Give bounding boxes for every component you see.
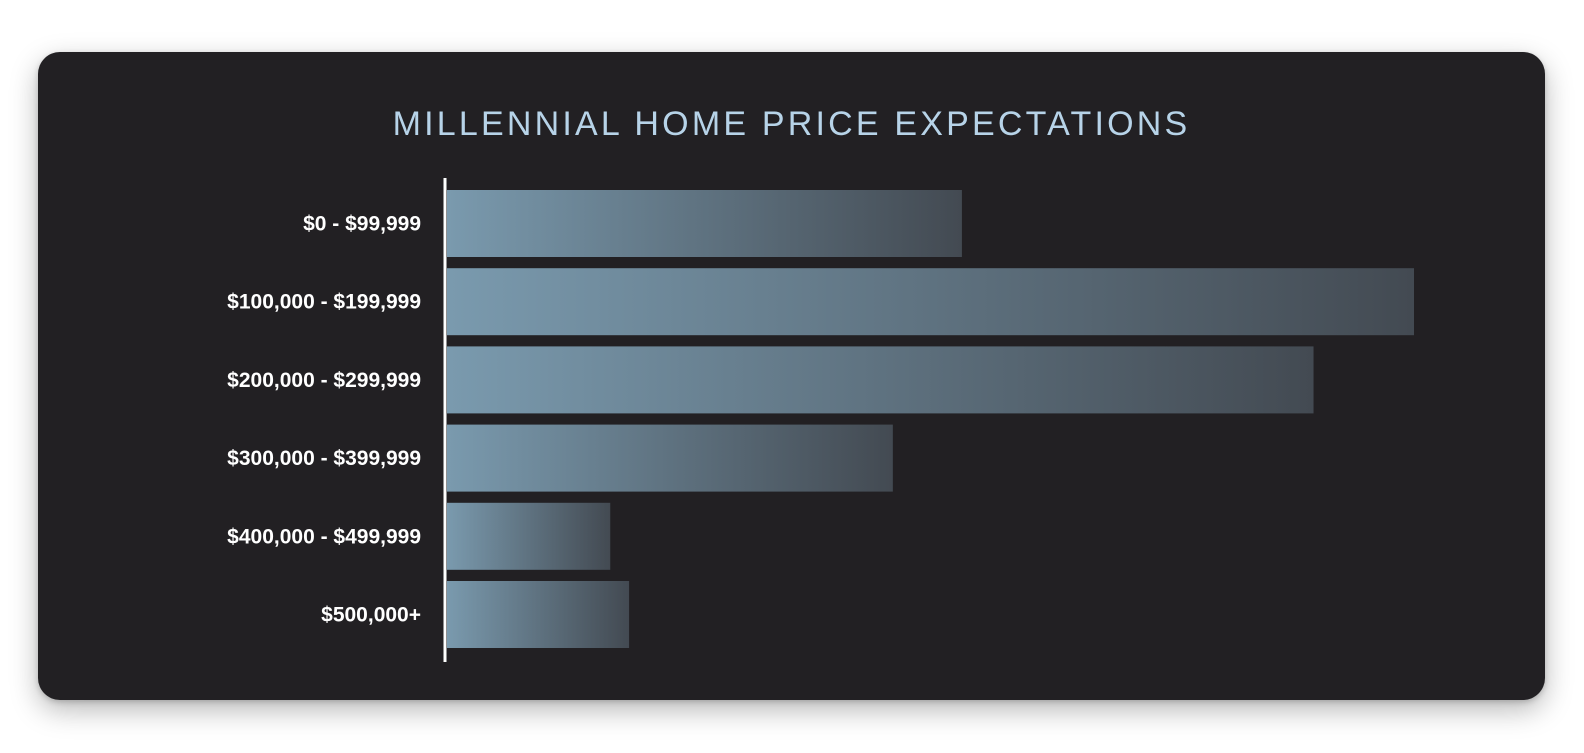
bar-chart: $0 - $99,999 $100,000 - $199,999 $200,000 … — [227, 178, 1414, 662]
chart-card: MILLENNIAL HOME PRICE EXPECTATIONS $0 - … — [38, 52, 1545, 700]
category-labels-group: $0 - $99,999 $100,000 - $199,999 $200,000 … — [227, 213, 421, 627]
category-label: $300,000 - $399,999 — [227, 447, 421, 470]
category-label: $0 - $99,999 — [303, 213, 421, 236]
bar-1 — [447, 268, 1414, 336]
bar-4 — [447, 502, 611, 570]
chart-title: MILLENNIAL HOME PRICE EXPECTATIONS — [392, 105, 1191, 143]
bar-3 — [447, 424, 893, 492]
category-label: $200,000 - $299,999 — [227, 369, 421, 392]
category-label: $400,000 - $499,999 — [227, 525, 421, 548]
bar-2 — [447, 346, 1314, 414]
category-label: $500,000+ — [321, 604, 421, 627]
bar-5 — [447, 581, 630, 648]
bars-group — [447, 190, 1414, 648]
category-label: $100,000 - $199,999 — [227, 291, 421, 314]
bar-0 — [447, 190, 962, 257]
